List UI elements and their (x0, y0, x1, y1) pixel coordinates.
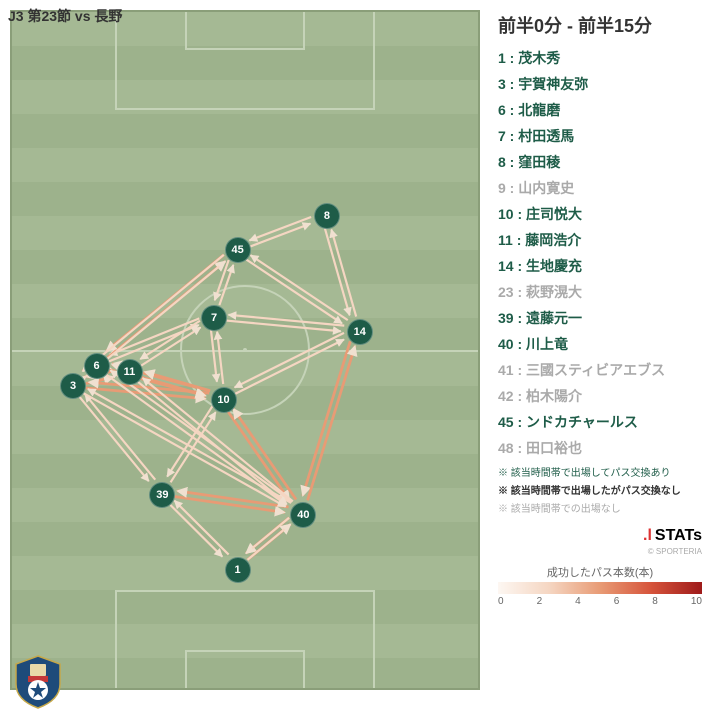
pass-line (217, 332, 223, 384)
pass-line (225, 320, 341, 331)
pass-line (78, 396, 148, 482)
player-node: 45 (225, 237, 251, 263)
roster-item: 1 : 茂木秀 (498, 48, 702, 68)
pass-line (228, 315, 344, 326)
player-node: 6 (84, 353, 110, 379)
roster-item: 8 : 窪田稜 (498, 152, 702, 172)
colorbar-tick: 6 (614, 596, 620, 607)
roster-item: 14 : 生地慶充 (498, 256, 702, 276)
roster-item: 3 : 宇賀神友弥 (498, 74, 702, 94)
player-node: 3 (60, 373, 86, 399)
sporteria-credit: © SPORTERIA (498, 547, 702, 556)
player-node: 39 (149, 482, 175, 508)
player-node: 7 (201, 305, 227, 331)
roster-list: 1 : 茂木秀 3 : 宇賀神友弥 6 : 北龍磨 7 : 村田透馬 8 : 窪田稜 9 … (498, 48, 702, 458)
colorbar-tick: 10 (691, 596, 702, 607)
pass-line (303, 341, 350, 496)
pass-line (235, 340, 344, 395)
match-title: J3 第23節 vs 長野 (8, 6, 122, 26)
pitch-panel: J3 第23節 vs 長野 1 36 7 8 10 11 14 39 40 45 (0, 0, 490, 720)
roster-item: 42 : 柏木陽介 (498, 386, 702, 406)
roster-item: 48 : 田口裕也 (498, 438, 702, 458)
pass-line (215, 260, 229, 300)
pass-line (249, 217, 311, 240)
sidebar: 前半0分 - 前半15分 1 : 茂木秀 3 : 宇賀神友弥 6 : 北龍磨 7 : … (490, 0, 710, 720)
pass-line (141, 327, 201, 365)
pitch: 1 36 7 8 10 11 14 39 40 45 (10, 10, 480, 690)
pass-line (331, 230, 356, 317)
colorbar-tick: 8 (652, 596, 658, 607)
pass-line (325, 228, 350, 315)
player-node: 11 (117, 359, 143, 385)
pass-network (12, 12, 478, 688)
colorbar-tick: 4 (575, 596, 581, 607)
colorbar-ticks: 0 2 4 6 8 10 (498, 596, 702, 607)
legend-note: ※ 該当時間帯での出場なし (498, 500, 702, 515)
main-container: J3 第23節 vs 長野 13678101114394045 前半 (0, 0, 710, 720)
legend-notes: ※ 該当時間帯で出場してパス交換あり ※ 該当時間帯で出場したがパス交換なし ※ 該… (498, 464, 702, 515)
pass-line (174, 501, 228, 555)
roster-item: 10 : 庄司悦大 (498, 204, 702, 224)
team-badge (10, 654, 66, 710)
stats-logo: .lSTATs (498, 527, 702, 545)
pass-line (140, 321, 200, 359)
pass-line (245, 258, 342, 323)
legend-note: ※ 該当時間帯で出場したがパス交換なし (498, 482, 702, 497)
roster-item: 40 : 川上竜 (498, 334, 702, 354)
pass-line (246, 518, 289, 554)
player-node: 14 (347, 319, 373, 345)
roster-item: 9 : 山内寛史 (498, 178, 702, 198)
roster-item: 7 : 村田透馬 (498, 126, 702, 146)
colorbar-gradient (498, 582, 702, 594)
pass-line (251, 255, 348, 320)
pass-line (211, 329, 217, 381)
roster-item: 45 : ンドカチャールス (498, 412, 702, 432)
roster-item: 41 : 三國スティビアエブス (498, 360, 702, 380)
player-node: 40 (290, 502, 316, 528)
roster-item: 39 : 遠藤元一 (498, 308, 702, 328)
legend-note: ※ 該当時間帯で出場してパス交換あり (498, 464, 702, 479)
colorbar-label: 成功したパス本数(本) (498, 564, 702, 580)
player-node: 1 (225, 557, 251, 583)
colorbar: 成功したパス本数(本) 0 2 4 6 8 10 (498, 564, 702, 607)
pass-line (308, 346, 355, 501)
pass-line (248, 524, 291, 560)
roster-item: 23 : 萩野滉大 (498, 282, 702, 302)
colorbar-tick: 2 (537, 596, 543, 607)
pass-line (249, 224, 311, 247)
roster-item: 11 : 藤岡浩介 (498, 230, 702, 250)
pass-line (168, 503, 222, 557)
time-range-label: 前半0分 - 前半15分 (498, 12, 702, 38)
player-node: 10 (211, 387, 237, 413)
colorbar-tick: 0 (498, 596, 504, 607)
roster-item: 6 : 北龍磨 (498, 100, 702, 120)
player-node: 8 (314, 203, 340, 229)
pass-line (219, 265, 233, 305)
pass-line (235, 333, 344, 388)
